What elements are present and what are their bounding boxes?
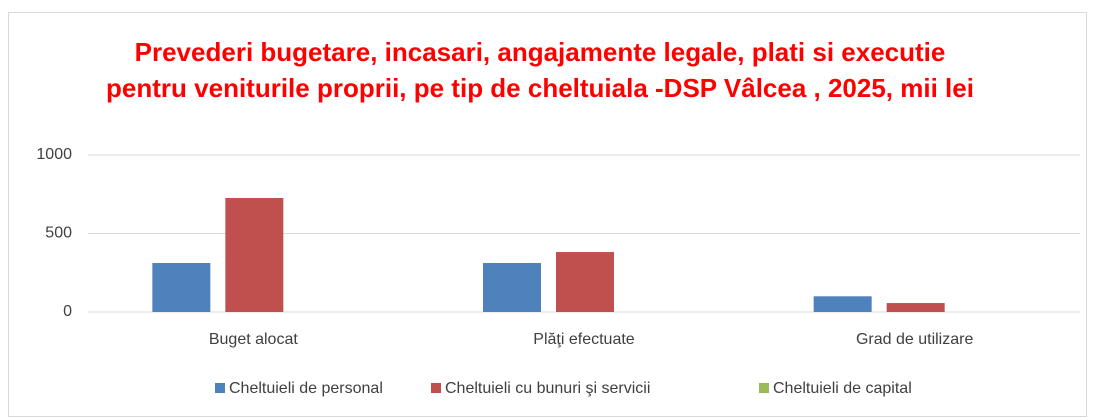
- bar: [483, 263, 541, 312]
- x-tick-label: Buget alocat: [209, 331, 299, 348]
- bar: [813, 296, 872, 312]
- legend-swatch: [431, 383, 441, 393]
- bar: [152, 263, 211, 312]
- chart-title: Prevederi bugetare, incasari, angajament…: [106, 37, 974, 103]
- x-tick-label: Plăţi efectuate: [533, 331, 635, 348]
- bar: [556, 252, 614, 312]
- x-tick-label: Grad de utilizare: [856, 331, 973, 348]
- chart-border: [8, 12, 1087, 417]
- legend-label: Cheltuieli de capital: [773, 380, 912, 397]
- legend-label: Cheltuieli de personal: [229, 380, 383, 397]
- legend-swatch: [215, 383, 225, 393]
- y-tick-label: 1000: [36, 146, 72, 163]
- y-tick-label: 500: [45, 225, 72, 242]
- bar: [886, 303, 945, 312]
- bar: [225, 198, 284, 312]
- legend-swatch: [759, 383, 769, 393]
- y-tick-label: 0: [63, 303, 72, 320]
- legend-label: Cheltuieli cu bunuri şi servicii: [445, 380, 650, 397]
